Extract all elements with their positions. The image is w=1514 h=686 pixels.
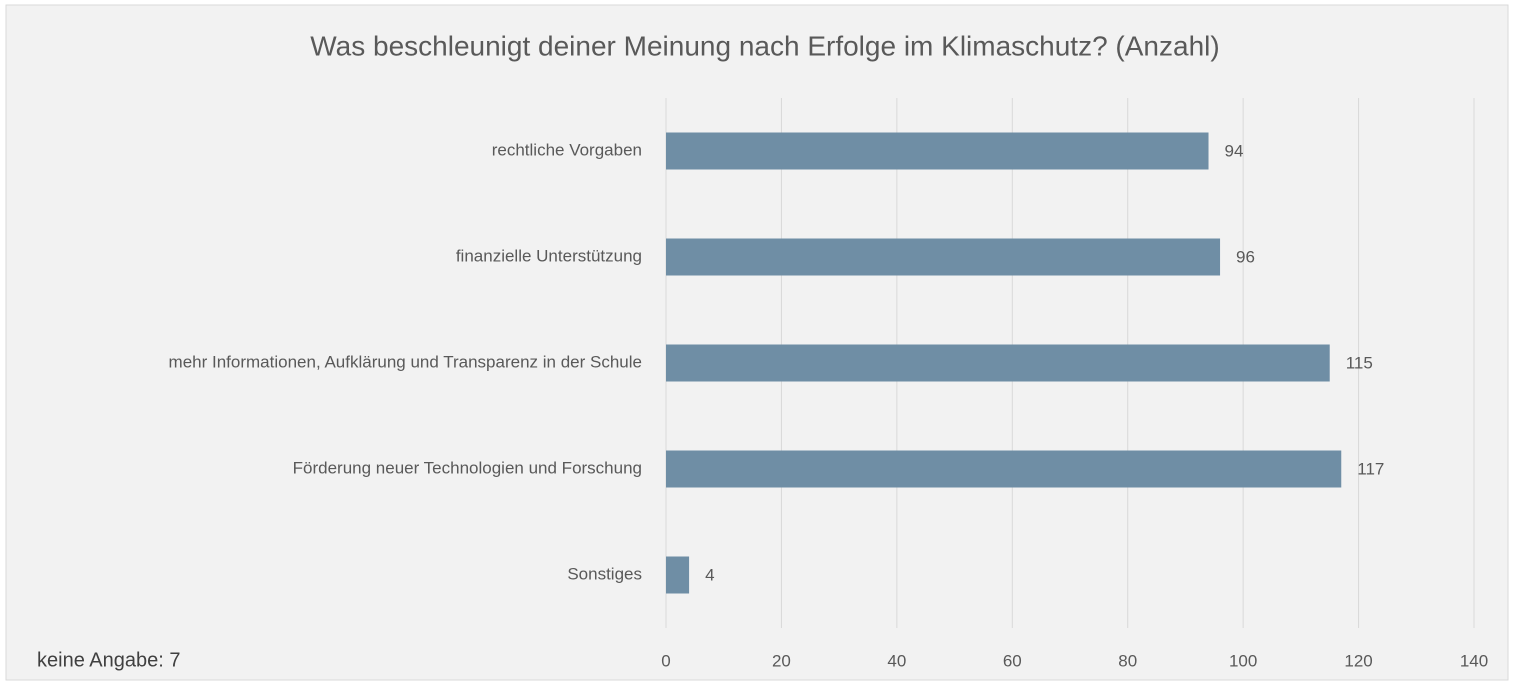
- chart-background: [5, 4, 1509, 681]
- data-label: 115: [1346, 353, 1373, 372]
- x-tick-label: 100: [1229, 651, 1257, 670]
- bar: [666, 556, 690, 594]
- category-label: Förderung neuer Technologien und Forschu…: [293, 458, 642, 477]
- x-tick-label: 80: [1118, 651, 1137, 670]
- bar: [666, 344, 1330, 382]
- x-tick-label: 140: [1460, 651, 1488, 670]
- data-label: 4: [705, 565, 714, 584]
- chart-title: Was beschleunigt deiner Meinung nach Erf…: [310, 30, 1219, 61]
- x-tick-label: 0: [661, 651, 670, 670]
- x-tick-label: 20: [772, 651, 791, 670]
- x-tick-label: 60: [1003, 651, 1022, 670]
- data-label: 96: [1236, 247, 1255, 266]
- category-label: Sonstiges: [567, 564, 642, 583]
- data-label: 94: [1225, 141, 1244, 160]
- category-label: rechtliche Vorgaben: [492, 140, 642, 159]
- footnote: keine Angabe: 7: [37, 649, 180, 671]
- bar: [666, 132, 1209, 170]
- x-tick-label: 120: [1344, 651, 1372, 670]
- category-label: finanzielle Unterstützung: [456, 246, 642, 265]
- x-tick-label: 40: [887, 651, 906, 670]
- category-label: mehr Informationen, Aufklärung und Trans…: [169, 352, 642, 371]
- bar: [666, 238, 1221, 276]
- bar: [666, 450, 1342, 488]
- data-label: 117: [1357, 459, 1384, 478]
